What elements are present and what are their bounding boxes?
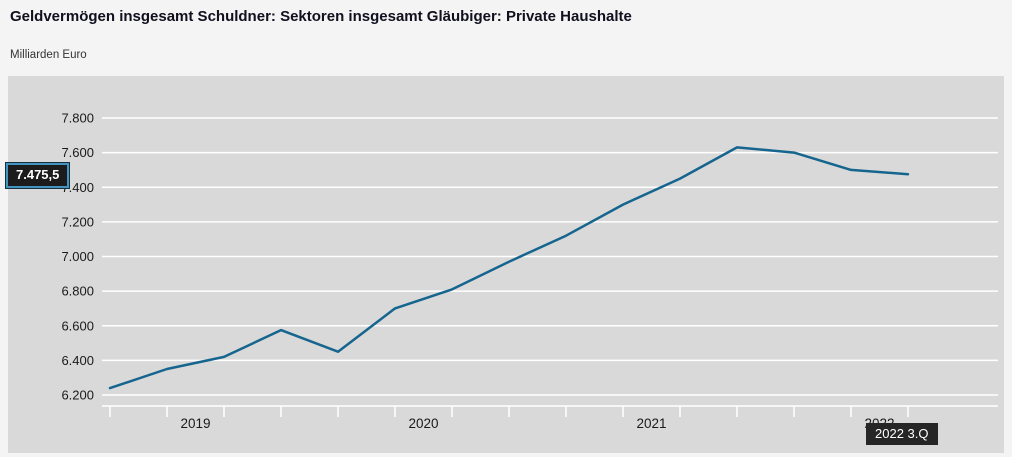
chart-unit-label: Milliarden Euro <box>10 49 87 61</box>
year-label: 2020 <box>408 416 438 431</box>
y-tick-label: 7.600 <box>61 145 94 160</box>
y-tick-label: 7.000 <box>61 249 94 264</box>
y-tick-label: 7.800 <box>61 111 94 126</box>
series-line <box>108 146 910 390</box>
year-label: 2019 <box>180 416 210 431</box>
y-tick-label: 6.600 <box>61 318 94 333</box>
chart-panel: 6.200 6.400 6.600 6.800 7.000 7.200 7.400 7.600… <box>8 76 1004 453</box>
y-tick-label: 7.200 <box>61 214 94 229</box>
y-tick-label: 6.400 <box>61 353 94 368</box>
value-tooltip: 7.475,5 <box>6 163 70 188</box>
y-tick-label: 6.200 <box>61 388 94 403</box>
year-label: 2021 <box>636 416 666 431</box>
x-axis-marker: 2022 3.Q <box>866 423 938 445</box>
y-tick-label: 6.800 <box>61 284 94 299</box>
y-tick-label: 7.400 <box>61 180 94 195</box>
page-title: Geldvermögen insgesamt Schuldner: Sektor… <box>10 8 632 25</box>
chart-svg[interactable]: 6.200 6.400 6.600 6.800 7.000 7.200 7.400 7.600… <box>8 76 1004 453</box>
